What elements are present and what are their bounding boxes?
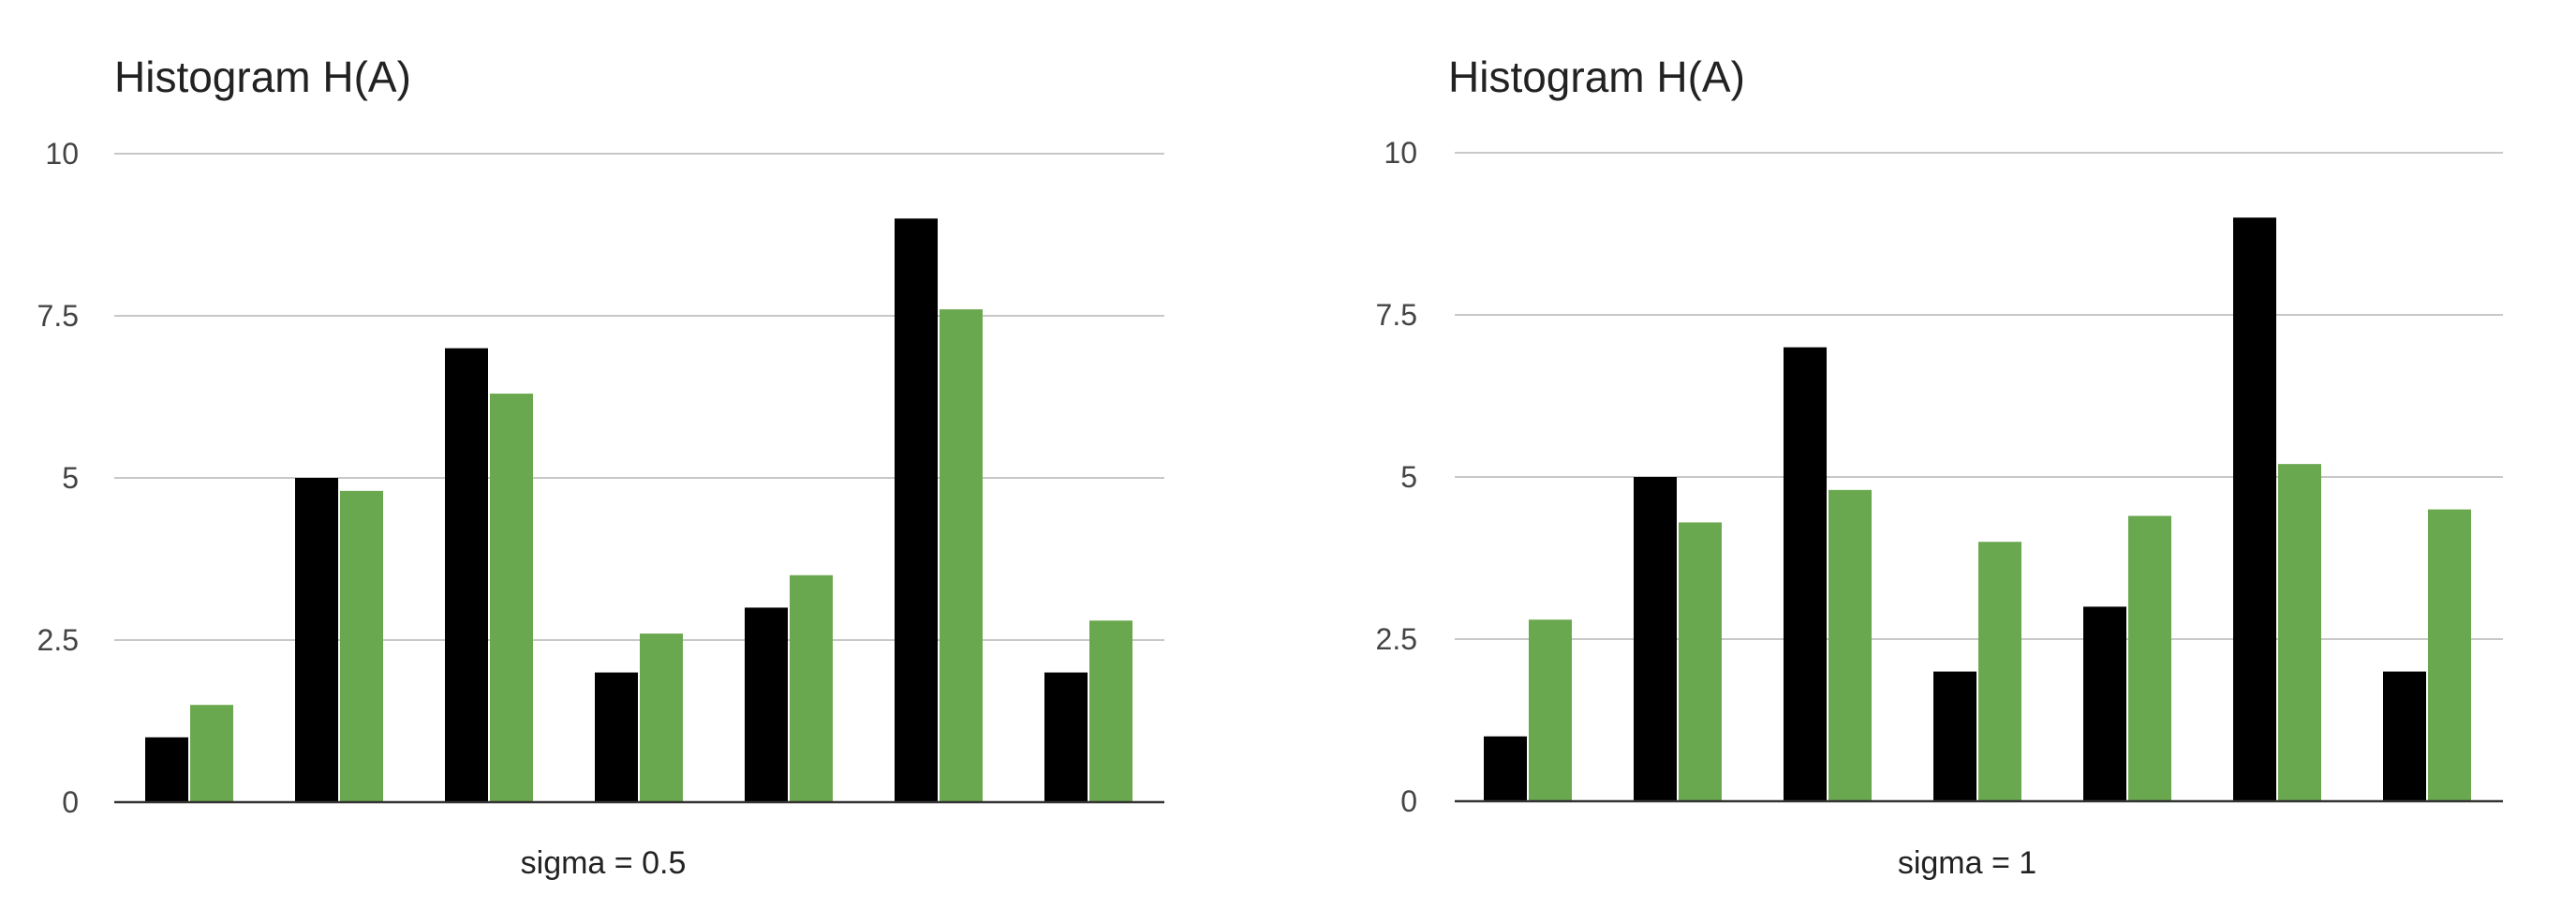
- bar-series-2: [1679, 522, 1722, 801]
- bar-series-1: [2233, 217, 2276, 801]
- y-axis-ticks: 0 2.5 5 7.5 10: [37, 137, 79, 819]
- y-tick-label: 7.5: [37, 299, 79, 333]
- bars: [145, 218, 1133, 803]
- y-tick-label: 2.5: [1376, 622, 1417, 656]
- y-tick-label: 5: [62, 461, 79, 495]
- y-tick-label: 7.5: [1376, 298, 1417, 332]
- bar-series-1: [2083, 606, 2126, 801]
- bar-series-1: [745, 607, 788, 802]
- x-axis-label: sigma = 0.5: [521, 845, 687, 881]
- y-tick-label: 10: [1384, 136, 1417, 170]
- bar-series-1: [445, 348, 488, 802]
- chart-title: Histogram H(A): [1448, 52, 1745, 101]
- histogram-chart-sigma-0-5: Histogram H(A) 0 2.5 5 7.5 10 sigma = 0.5: [37, 52, 1164, 881]
- y-tick-label: 5: [1400, 460, 1417, 494]
- bar-series-2: [1828, 489, 1872, 801]
- x-axis-label: sigma = 1: [1898, 845, 2036, 881]
- bar-series-2: [1978, 542, 2021, 801]
- bar-series-2: [640, 633, 683, 802]
- bar-series-1: [595, 672, 638, 802]
- y-tick-label: 10: [45, 137, 79, 171]
- bar-series-2: [2128, 515, 2171, 801]
- bar-series-1: [1634, 477, 1677, 801]
- bar-series-1: [295, 478, 338, 802]
- y-tick-label: 0: [1400, 784, 1417, 818]
- bar-series-1: [895, 218, 938, 802]
- y-tick-label: 0: [62, 785, 79, 819]
- bar-series-2: [2278, 464, 2321, 801]
- bar-series-2: [940, 309, 983, 803]
- bar-series-2: [340, 490, 383, 802]
- gridlines: [114, 153, 1164, 641]
- bar-series-1: [1784, 347, 1827, 801]
- bar-series-1: [1933, 671, 1976, 801]
- bar-series-2: [490, 394, 533, 802]
- bar-series-2: [190, 705, 233, 802]
- bar-series-2: [1089, 620, 1133, 802]
- chart-title: Histogram H(A): [114, 52, 411, 101]
- bar-series-2: [790, 574, 833, 802]
- bars: [1484, 217, 2471, 801]
- bar-series-1: [1044, 672, 1088, 802]
- y-axis-ticks: 0 2.5 5 7.5 10: [1376, 136, 1417, 818]
- histogram-chart-sigma-1: Histogram H(A) 0 2.5 5 7.5 10 sigma = 1: [1376, 52, 2503, 881]
- bar-series-1: [1484, 736, 1527, 801]
- bar-series-1: [145, 737, 188, 802]
- bar-series-1: [2383, 671, 2426, 801]
- bar-series-2: [1529, 619, 1572, 801]
- y-tick-label: 2.5: [37, 623, 79, 657]
- bar-series-2: [2428, 509, 2471, 801]
